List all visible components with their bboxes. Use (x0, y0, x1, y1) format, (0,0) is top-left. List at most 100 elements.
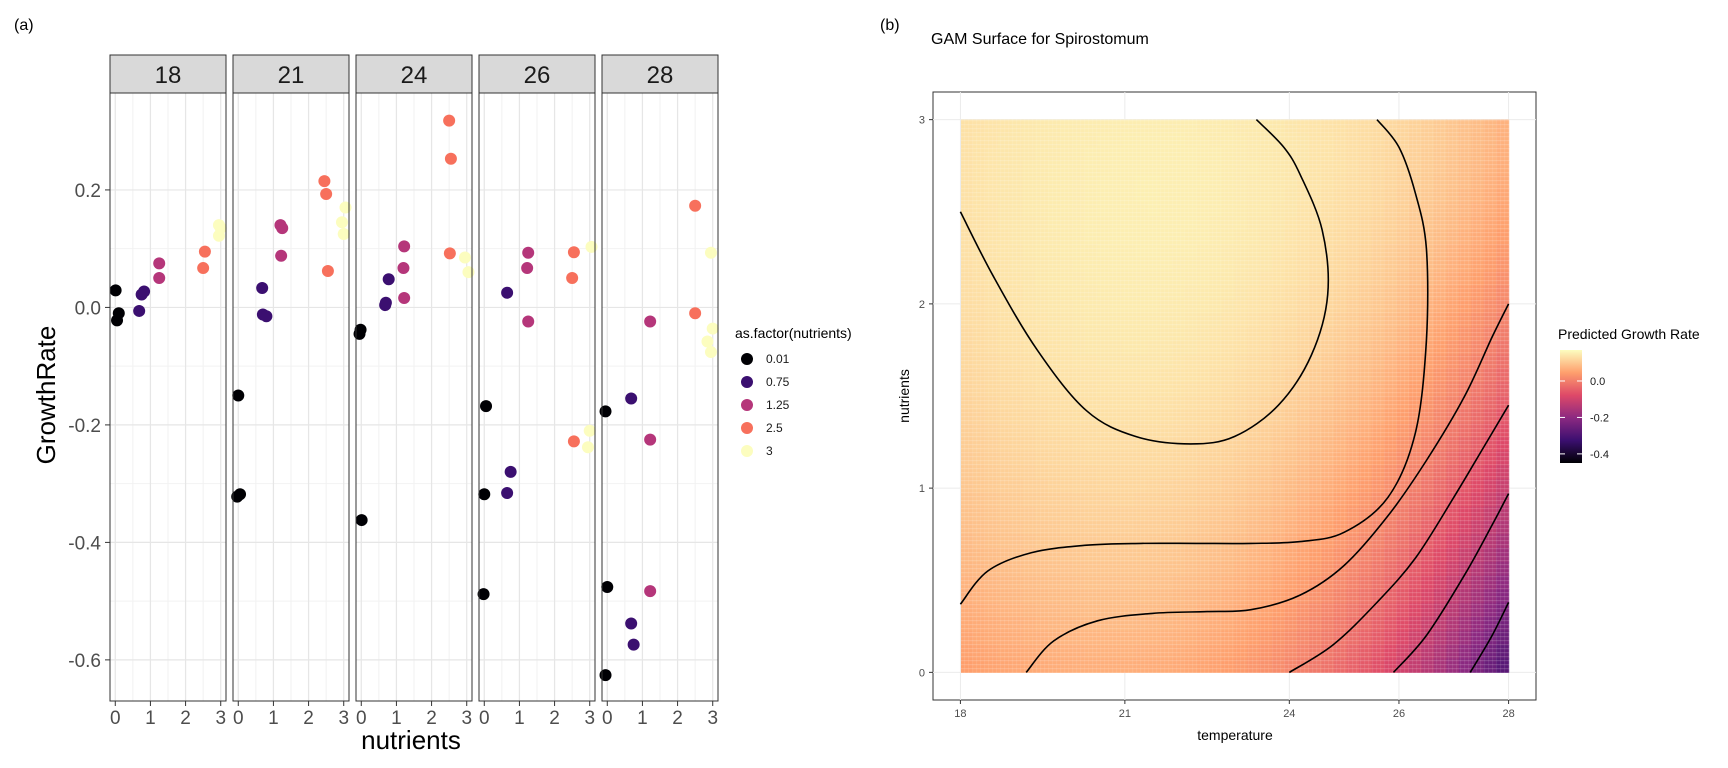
data-point (353, 327, 366, 340)
data-point (625, 617, 638, 630)
facet-strip (232, 54, 350, 94)
nutrients-legend: as.factor(nutrients) 0.01 0.75 1.25 2.5 3 (735, 325, 852, 458)
contour-lines (959, 119, 1510, 674)
data-point (339, 201, 352, 214)
data-point (689, 199, 702, 212)
x-tick-label: 1 (514, 708, 525, 729)
data-point (318, 175, 331, 188)
y-tick-label: -0.4 (68, 533, 101, 554)
facet-panel-24: 24 0 1 2 3 (353, 54, 475, 729)
data-point (644, 315, 657, 328)
data-point (335, 216, 348, 229)
data-point (504, 465, 517, 478)
contour-line (1288, 404, 1510, 674)
data-point (355, 514, 368, 527)
y-tick-label: 0 (919, 667, 925, 679)
data-point (138, 285, 151, 298)
data-point (522, 246, 535, 259)
data-point (625, 392, 638, 405)
legend-tick-label: 0.0 (1590, 376, 1605, 388)
x-tick-label: 1 (637, 708, 648, 729)
data-point (627, 638, 640, 651)
right-chart-title: GAM Surface for Spirostomum (931, 31, 1149, 48)
x-tick-label: 3 (338, 708, 349, 729)
data-point (276, 222, 289, 235)
data-point (320, 188, 333, 201)
panel-a-label: (a) (14, 17, 34, 34)
growth-rate-legend-title: Predicted Growth Rate (1558, 326, 1700, 342)
x-tick-label: 2 (426, 708, 437, 729)
left-x-axis-title: nutrients (361, 725, 461, 755)
x-tick-label: 0 (110, 708, 121, 729)
facet-border (232, 92, 350, 702)
data-point (585, 240, 598, 253)
data-point (521, 262, 534, 275)
right-y-axis-title: nutrients (896, 369, 912, 423)
data-point (704, 346, 717, 359)
data-point (260, 310, 273, 323)
nutrients-legend-title: as.factor(nutrients) (735, 325, 852, 341)
x-tick-label: 0 (356, 708, 367, 729)
contour-line (959, 119, 1330, 445)
data-point (256, 282, 269, 295)
x-tick-label: 3 (707, 708, 718, 729)
legend-swatch (741, 445, 753, 457)
data-point (601, 581, 614, 594)
contour-line (1025, 303, 1510, 673)
data-point (522, 315, 535, 328)
y-tick-label: 2 (919, 299, 925, 311)
data-point (501, 286, 514, 299)
data-point (153, 272, 166, 285)
data-point (198, 245, 211, 258)
data-point (599, 669, 612, 682)
contour-line (959, 119, 1429, 605)
data-point (398, 292, 411, 305)
data-point (234, 488, 247, 501)
data-point (701, 335, 714, 348)
left-y-axis: 0.2 0.0 -0.2 -0.4 -0.6 (68, 181, 110, 672)
data-point (232, 389, 245, 402)
y-tick-label: -0.2 (68, 416, 101, 437)
facet-panel-21: 21 0 1 2 3 (231, 54, 352, 729)
legend-swatch (741, 399, 753, 411)
data-point (321, 264, 334, 277)
data-point (112, 307, 125, 320)
data-point (275, 249, 288, 262)
facet-strip (601, 54, 719, 94)
data-point (644, 585, 657, 598)
data-point (567, 246, 580, 259)
growth-rate-colorbar (1560, 350, 1582, 463)
data-point (153, 257, 166, 270)
facet-strip (355, 54, 473, 94)
x-tick-label: 28 (1502, 708, 1514, 720)
legend-tick-label: -0.2 (1590, 412, 1609, 424)
facet-strip-label: 21 (278, 62, 305, 89)
data-point (109, 284, 122, 297)
facet-border (109, 92, 227, 702)
panel-b-label: (b) (880, 17, 900, 34)
x-tick-label: 18 (954, 708, 966, 720)
x-tick-label: 2 (180, 708, 191, 729)
x-tick-label: 0 (602, 708, 613, 729)
data-point (212, 229, 225, 242)
legend-swatch (741, 422, 753, 434)
facet-panel-18: 18 0 1 2 3 (109, 54, 227, 729)
x-tick-label: 3 (584, 708, 595, 729)
facet-strip (109, 54, 227, 94)
data-point (583, 424, 596, 437)
data-point (644, 433, 657, 446)
data-point (478, 488, 491, 501)
data-point (501, 487, 514, 500)
data-point (462, 266, 475, 279)
contour-line (1469, 602, 1510, 673)
x-tick-label: 1 (145, 708, 156, 729)
facet-grid: 18 0 1 2 3 21 0 1 2 3 24 0 1 2 3 26 0 1 2 3 28 0 1 2 3 (109, 54, 719, 729)
y-tick-label: 3 (919, 115, 925, 127)
y-tick-label: 1 (919, 483, 925, 495)
left-y-axis-title: GrowthRate (31, 326, 61, 465)
legend-tick-label: -0.4 (1590, 449, 1609, 461)
facet-strip-label: 18 (155, 62, 182, 89)
x-tick-label: 1 (391, 708, 402, 729)
growth-rate-legend: Predicted Growth Rate 0.0 -0.2 -0.4 (1558, 326, 1700, 463)
